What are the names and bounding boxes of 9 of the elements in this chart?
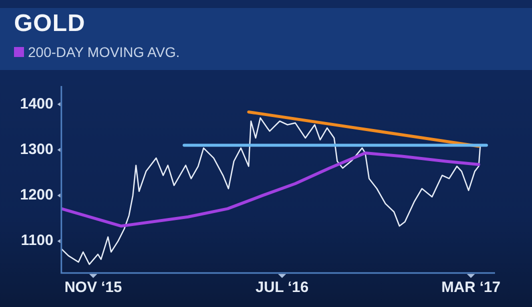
y-tick-label: 1200 bbox=[20, 186, 54, 204]
legend-label: 200-DAY MOVING AVG. bbox=[28, 44, 180, 60]
chart-title: GOLD bbox=[14, 10, 86, 38]
y-tick-label: 1100 bbox=[20, 232, 54, 250]
x-tick-label: MAR ‘17 bbox=[441, 279, 501, 296]
x-tick-label: NOV ‘15 bbox=[64, 279, 122, 296]
x-tick-label: JUL ‘16 bbox=[256, 279, 309, 296]
y-tick-label: 1300 bbox=[20, 140, 54, 158]
y-tick-label: 1400 bbox=[20, 95, 54, 112]
